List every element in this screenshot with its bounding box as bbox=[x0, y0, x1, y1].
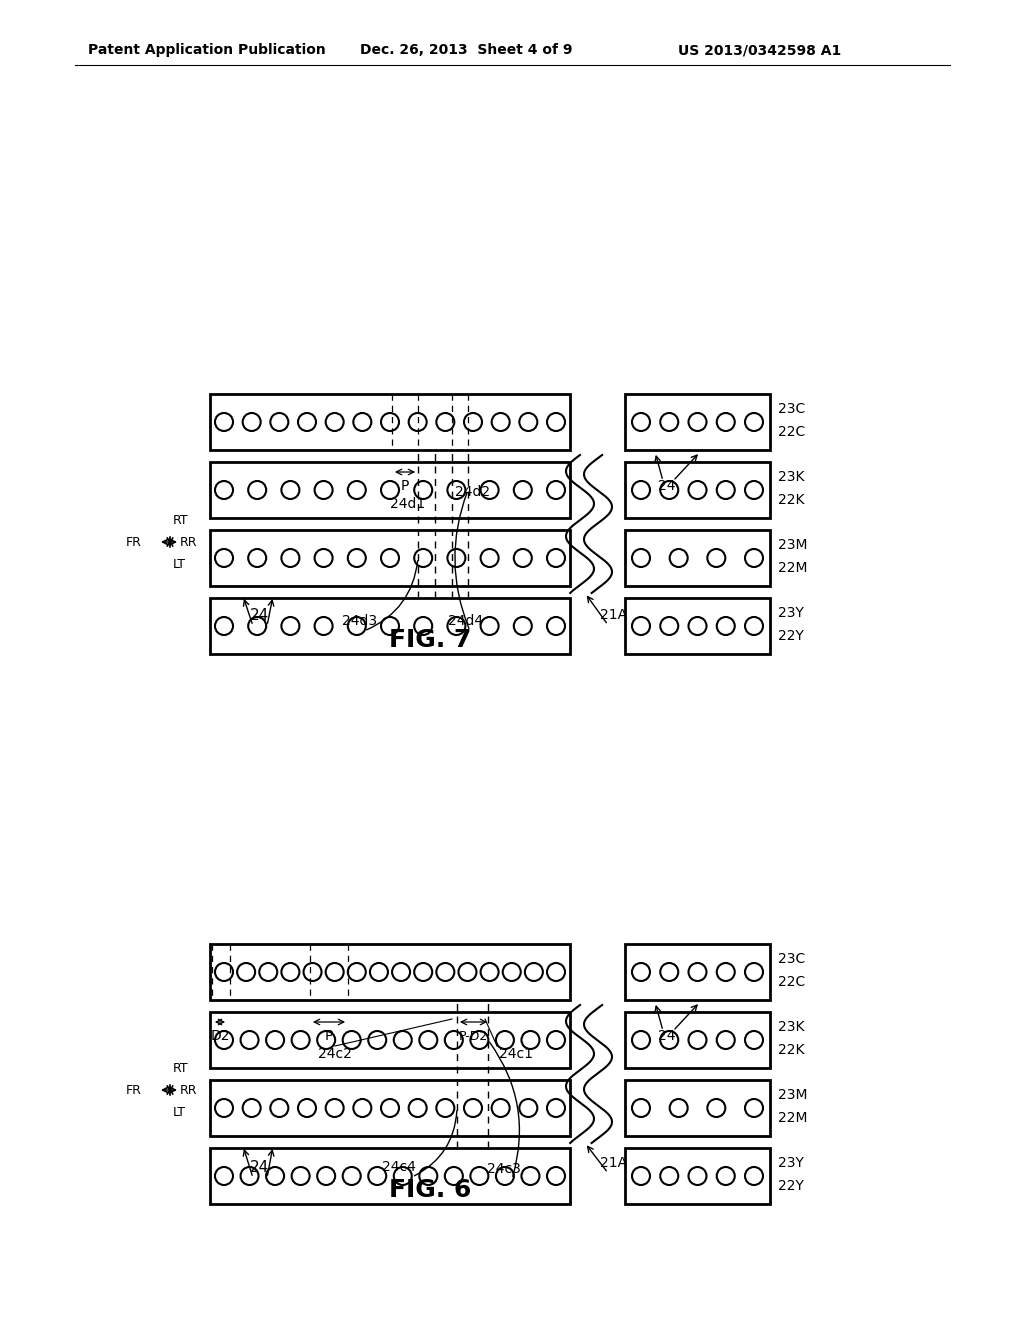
Text: 24: 24 bbox=[250, 609, 269, 623]
Text: 23C: 23C bbox=[778, 403, 805, 416]
Bar bbox=[625, 531, 770, 586]
Bar bbox=[210, 1148, 570, 1204]
Bar bbox=[625, 1012, 770, 1068]
Bar bbox=[625, 1148, 770, 1204]
Text: FR: FR bbox=[126, 536, 142, 549]
Bar bbox=[210, 531, 570, 586]
Text: 22K: 22K bbox=[778, 492, 805, 507]
Text: P-D2: P-D2 bbox=[459, 1030, 487, 1043]
Text: 22M: 22M bbox=[778, 1111, 808, 1125]
Text: LT: LT bbox=[173, 1106, 186, 1118]
Text: D2: D2 bbox=[210, 1030, 229, 1043]
Text: FIG. 6: FIG. 6 bbox=[389, 1177, 471, 1203]
Bar bbox=[625, 944, 770, 1001]
Text: 22K: 22K bbox=[778, 1043, 805, 1057]
Bar bbox=[625, 598, 770, 653]
Bar bbox=[210, 462, 570, 517]
Bar bbox=[210, 944, 570, 1001]
Text: 23M: 23M bbox=[778, 539, 808, 552]
Text: FR: FR bbox=[126, 1084, 142, 1097]
Text: 23Y: 23Y bbox=[778, 1156, 804, 1170]
Text: RR: RR bbox=[180, 1084, 198, 1097]
Text: 22Y: 22Y bbox=[778, 630, 804, 643]
Text: 24c3: 24c3 bbox=[487, 1162, 521, 1176]
Text: 24c1: 24c1 bbox=[499, 1047, 534, 1061]
Text: RT: RT bbox=[173, 513, 188, 527]
Text: 21A: 21A bbox=[600, 609, 627, 622]
Bar bbox=[210, 393, 570, 450]
Bar bbox=[210, 1012, 570, 1068]
Bar bbox=[210, 598, 570, 653]
Text: RR: RR bbox=[180, 536, 198, 549]
Text: 24: 24 bbox=[658, 479, 676, 492]
Text: US 2013/0342598 A1: US 2013/0342598 A1 bbox=[678, 44, 842, 57]
Text: RT: RT bbox=[173, 1061, 188, 1074]
Text: 24c2: 24c2 bbox=[318, 1047, 352, 1061]
Text: 24d1: 24d1 bbox=[390, 498, 426, 511]
Text: P: P bbox=[400, 479, 410, 492]
Bar bbox=[625, 1080, 770, 1137]
Text: 24d3: 24d3 bbox=[342, 614, 377, 628]
Text: 23K: 23K bbox=[778, 470, 805, 484]
Text: 23M: 23M bbox=[778, 1088, 808, 1102]
Text: 24d2: 24d2 bbox=[455, 484, 490, 499]
Text: 24c4: 24c4 bbox=[382, 1160, 416, 1173]
Text: 24: 24 bbox=[250, 1160, 269, 1176]
Text: 24: 24 bbox=[658, 1030, 676, 1043]
Text: 23Y: 23Y bbox=[778, 606, 804, 620]
Text: Dec. 26, 2013  Sheet 4 of 9: Dec. 26, 2013 Sheet 4 of 9 bbox=[360, 44, 572, 57]
Bar bbox=[625, 462, 770, 517]
Text: 23C: 23C bbox=[778, 952, 805, 966]
Text: LT: LT bbox=[173, 557, 186, 570]
Text: P: P bbox=[325, 1030, 333, 1043]
Text: Patent Application Publication: Patent Application Publication bbox=[88, 44, 326, 57]
Text: 24d4: 24d4 bbox=[449, 614, 483, 628]
Text: 22C: 22C bbox=[778, 975, 805, 989]
Text: FIG. 7: FIG. 7 bbox=[389, 628, 471, 652]
Bar bbox=[210, 1080, 570, 1137]
Text: 22C: 22C bbox=[778, 425, 805, 440]
Bar bbox=[625, 393, 770, 450]
Text: 21A: 21A bbox=[600, 1156, 627, 1170]
Text: 22Y: 22Y bbox=[778, 1179, 804, 1193]
Text: 22M: 22M bbox=[778, 561, 808, 576]
Text: 23K: 23K bbox=[778, 1020, 805, 1034]
